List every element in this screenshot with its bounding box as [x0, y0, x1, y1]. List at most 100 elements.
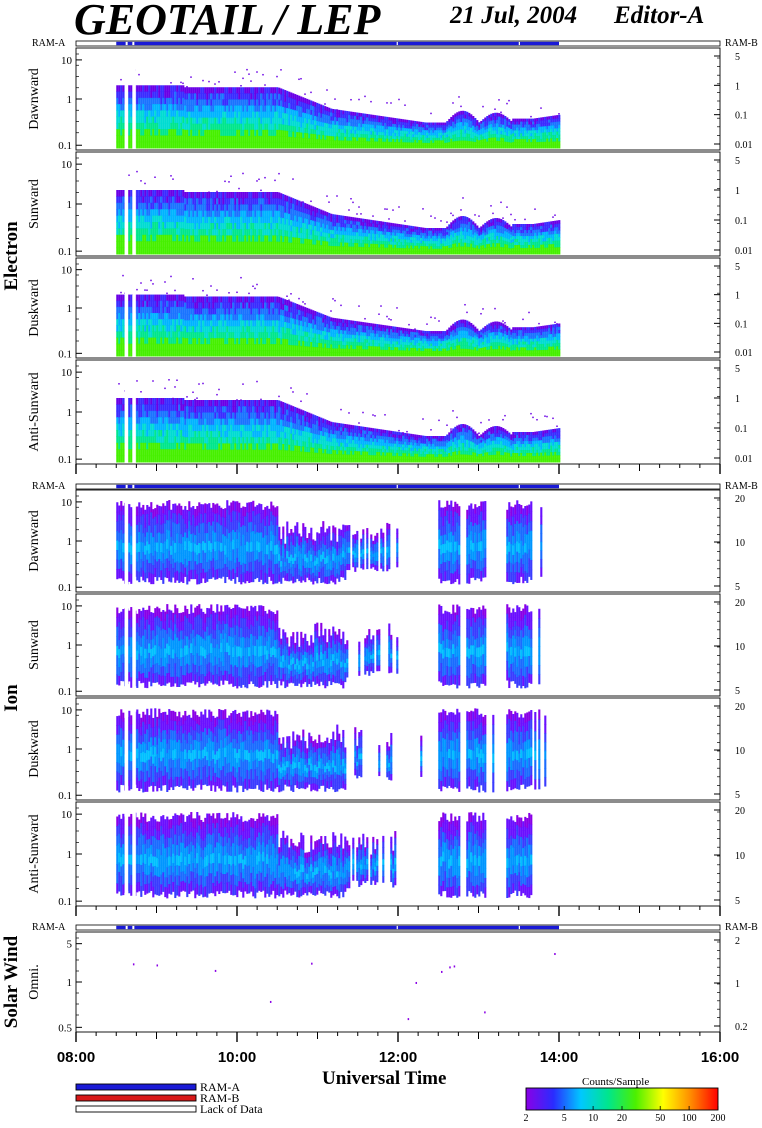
electron-panel-0-cell	[324, 131, 327, 136]
electron-panel-0-cell	[174, 122, 177, 130]
electron-panel-1-cell	[412, 237, 415, 241]
electron-panel-1-cell	[502, 220, 505, 224]
electron-panel-1-cell	[454, 250, 457, 255]
electron-panel-2-cell	[182, 319, 185, 326]
electron-panel-0-cell	[256, 123, 259, 131]
electron-panel-0-cell	[554, 138, 557, 142]
electron-panel-0-cell	[206, 105, 209, 113]
electron-panel-0-cell	[496, 123, 499, 128]
electron-panel-0-cell	[536, 139, 539, 143]
electron-panel-0-cell	[530, 142, 533, 146]
electron-panel-1-cell	[498, 218, 501, 223]
electron-panel-1-cell	[308, 229, 311, 235]
electron-panel-0-cell	[322, 109, 325, 115]
electron-panel-1-cell	[404, 251, 407, 255]
electron-panel-1-cell	[558, 233, 561, 238]
electron-panel-1-cell	[532, 232, 535, 237]
electron-panel-0-cell	[326, 119, 329, 124]
electron-panel-0-cell	[540, 126, 543, 131]
electron-panel-0-cell	[438, 130, 441, 134]
electron-panel-0-cell	[552, 131, 555, 136]
electron-panel-2-cell	[168, 294, 171, 302]
electron-panel-1-cell	[406, 242, 409, 246]
electron-panel-0-cell	[276, 141, 279, 149]
electron-panel-1-cell	[266, 216, 269, 224]
electron-panel-2-cell	[128, 337, 131, 345]
electron-panel-1-cell	[220, 198, 223, 205]
electron-panel-1-cell	[244, 216, 247, 224]
electron-panel-1-cell	[324, 245, 327, 251]
electron-panel-1-cell	[242, 204, 245, 212]
electron-panel-0-cell	[362, 134, 365, 139]
electron-panel-0-cell	[216, 129, 219, 137]
electron-panel-1-cell	[554, 250, 557, 255]
electron-panel-1-cell	[512, 230, 515, 234]
electron-panel-0-cell	[460, 118, 463, 123]
electron-panel-0-cell	[166, 122, 169, 130]
electron-panel-0-cell	[514, 127, 517, 131]
electron-panel-1-cell	[234, 223, 237, 230]
electron-panel-0-cell	[448, 121, 451, 126]
electron-panel-0-speck	[370, 100, 372, 103]
electron-panel-0-cell	[402, 127, 405, 132]
electron-panel-1-cell	[464, 216, 467, 221]
electron-panel-0-cell	[330, 128, 333, 133]
electron-panel-0-cell	[166, 91, 169, 99]
electron-panel-1-cell	[330, 225, 333, 231]
electron-panel-0-cell	[548, 135, 551, 139]
electron-panel-1-cell	[220, 223, 223, 230]
electron-panel-2-cell	[144, 300, 147, 308]
electron-panel-0-cell	[522, 142, 525, 146]
electron-panel-0-cell	[502, 121, 505, 126]
electron-panel-0-cell	[238, 141, 241, 149]
electron-panel-0-cell	[340, 140, 343, 145]
electron-panel-1-cell	[540, 241, 543, 246]
electron-panel-1-cell	[116, 247, 119, 255]
electron-panel-0-cell	[260, 123, 263, 131]
electron-panel-0-cell	[222, 87, 225, 94]
electron-panel-1-cell	[188, 216, 191, 224]
electron-panel-0-cell	[284, 95, 287, 103]
electron-panel-1-cell	[354, 217, 357, 222]
electron-panel-1-cell	[216, 235, 219, 243]
electron-panel-0-cell	[240, 111, 243, 119]
electron-panel-0-cell	[194, 123, 197, 131]
electron-panel-0-cell	[146, 91, 149, 99]
electron-panel-0-cell	[366, 144, 369, 149]
electron-panel-1-cell	[192, 204, 195, 212]
electron-panel-1-cell	[224, 247, 227, 255]
electron-panel-0-cell	[394, 124, 397, 128]
electron-panel-2-cell	[138, 312, 141, 320]
electron-panel-0-cell	[278, 111, 281, 119]
electron-panel-2-cell	[150, 325, 153, 332]
electron-panel-1-cell	[188, 210, 191, 218]
electron-panel-1-cell	[310, 220, 313, 226]
electron-panel-0-cell	[152, 129, 155, 136]
electron-panel-0-cell	[146, 141, 149, 149]
electron-panel-1-cell	[216, 204, 219, 212]
electron-panel-1-cell	[526, 251, 529, 255]
electron-panel-0-cell	[238, 135, 241, 143]
electron-panel-0-cell	[156, 85, 159, 93]
electron-panel-1-cell	[440, 233, 443, 237]
electron-panel-1-cell	[496, 228, 499, 233]
electron-panel-0-cell	[310, 124, 313, 130]
electron-panel-1-cell	[338, 222, 341, 228]
electron-panel-0-cell	[268, 111, 271, 119]
electron-panel-1-cell	[188, 241, 191, 249]
electron-panel-1-cell	[490, 229, 493, 234]
electron-panel-0-cell	[494, 144, 497, 149]
electron-panel-1-cell	[406, 230, 409, 235]
electron-panel-1-cell	[184, 235, 187, 243]
electron-panel-1-cell	[354, 224, 357, 229]
electron-panel-1-cell	[270, 229, 273, 236]
electron-panel-1-speck	[434, 217, 436, 219]
electron-panel-0-cell	[210, 129, 213, 137]
electron-panel-0-cell	[512, 124, 515, 128]
electron-panel-1-speck	[242, 172, 244, 175]
electron-panel-0-cell	[490, 137, 493, 142]
electron-panel-1-cell	[440, 228, 443, 232]
electron-panel-2-cell	[122, 343, 125, 351]
electron-panel-1-cell	[360, 221, 363, 226]
electron-panel-0-speck	[190, 76, 192, 78]
